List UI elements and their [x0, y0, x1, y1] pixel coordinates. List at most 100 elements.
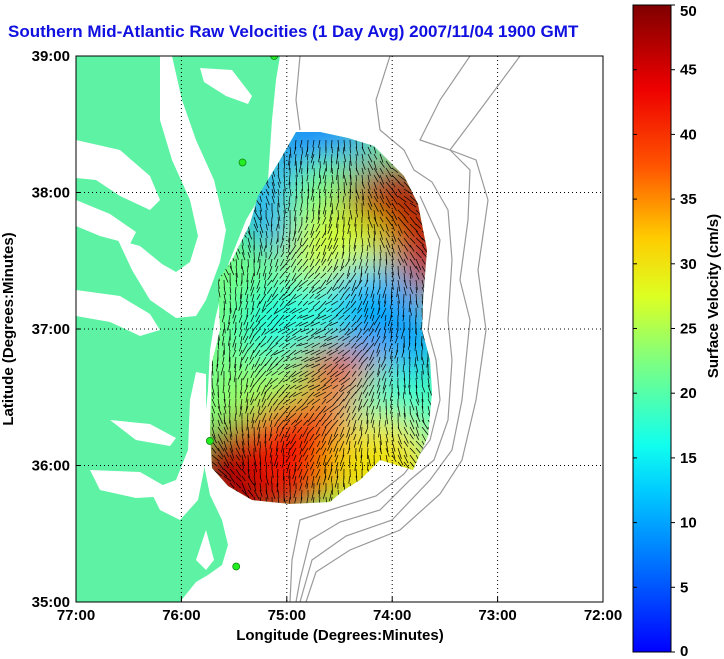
velocity-arrow [385, 244, 391, 256]
velocity-arrow [313, 167, 315, 176]
velocity-arrow [403, 251, 408, 260]
velocity-arrow [350, 293, 357, 304]
velocity-arrow [287, 244, 291, 253]
velocity-arrow [265, 468, 267, 478]
velocity-arrow [302, 426, 309, 438]
velocity-arrow [426, 356, 429, 368]
velocity-arrow [357, 307, 363, 314]
velocity-arrow [343, 139, 346, 152]
velocity-arrow [305, 363, 315, 368]
velocity-arrow [346, 405, 351, 413]
velocity-arrow [276, 426, 279, 434]
velocity-arrow [226, 321, 231, 331]
velocity-arrow [288, 447, 291, 456]
velocity-arrow [249, 405, 255, 415]
velocity-arrow [321, 398, 327, 405]
velocity-arrow [408, 349, 411, 359]
velocity-arrow [385, 405, 387, 415]
velocity-arrow [259, 440, 261, 449]
velocity-arrow [325, 160, 327, 172]
velocity-arrow [407, 342, 411, 350]
velocity-arrow [277, 489, 280, 498]
velocity-arrow [409, 223, 419, 232]
velocity-arrow [250, 314, 255, 322]
velocity-arrow [382, 384, 387, 394]
velocity-arrow [322, 167, 327, 179]
velocity-arrow [382, 377, 387, 390]
velocity-arrow [337, 139, 340, 152]
velocity-arrow [227, 335, 231, 346]
velocity-arrow [409, 216, 417, 226]
velocity-arrow [402, 307, 405, 318]
velocity-arrow [309, 384, 321, 391]
velocity-arrow [367, 160, 374, 171]
velocity-arrow [298, 223, 303, 233]
velocity-arrow [217, 440, 225, 452]
velocity-arrow [382, 363, 387, 371]
velocity-arrow [315, 258, 321, 266]
velocity-arrow [311, 216, 315, 223]
velocity-arrow [235, 300, 237, 310]
velocity-arrow [295, 174, 298, 186]
velocity-arrow [403, 209, 410, 216]
velocity-arrow [402, 300, 405, 308]
velocity-arrow [211, 454, 220, 462]
velocity-arrow [355, 202, 358, 211]
velocity-arrow [317, 384, 327, 391]
velocity-arrow [289, 244, 297, 255]
velocity-arrow [259, 216, 262, 224]
velocity-arrow [318, 153, 321, 163]
velocity-arrow [245, 391, 249, 403]
velocity-arrow [397, 181, 405, 188]
velocity-arrow [362, 342, 369, 351]
velocity-arrow [373, 167, 381, 179]
velocity-arrow [415, 258, 422, 271]
velocity-arrow [397, 391, 400, 400]
velocity-arrow [217, 433, 224, 445]
velocity-arrow [325, 398, 333, 404]
velocity-arrow [333, 258, 339, 270]
velocity-arrow [299, 314, 309, 319]
velocity-arrow [371, 419, 375, 428]
velocity-arrow [223, 405, 227, 414]
velocity-arrow [346, 426, 351, 438]
velocity-arrow [273, 307, 279, 315]
velocity-arrow [301, 349, 309, 353]
velocity-arrow [352, 258, 357, 266]
velocity-arrow [241, 461, 245, 469]
velocity-arrow [359, 293, 363, 301]
velocity-arrow [378, 426, 381, 438]
velocity-arrow [309, 454, 315, 462]
velocity-arrow [248, 328, 255, 339]
velocity-arrow [319, 405, 327, 414]
velocity-arrow [373, 153, 378, 160]
velocity-arrow [246, 419, 249, 431]
velocity-arrow [373, 216, 379, 227]
velocity-arrow [351, 279, 357, 292]
velocity-arrow [331, 244, 339, 255]
velocity-arrow [294, 153, 297, 166]
velocity-arrow [351, 363, 357, 369]
velocity-arrow [385, 412, 389, 425]
velocity-arrow [388, 363, 393, 373]
velocity-arrow [260, 342, 267, 348]
velocity-arrow [379, 160, 385, 168]
velocity-arrow [289, 307, 297, 314]
velocity-arrow [332, 265, 339, 273]
velocity-arrow [301, 356, 309, 362]
velocity-arrow [234, 412, 237, 421]
velocity-arrow [348, 335, 357, 343]
velocity-arrow [304, 223, 309, 231]
velocity-arrow [217, 412, 223, 424]
velocity-arrow [223, 433, 229, 443]
velocity-arrow [294, 384, 303, 390]
velocity-arrow [355, 230, 357, 238]
velocity-arrow [385, 195, 392, 206]
velocity-arrow [271, 195, 275, 204]
velocity-arrow [304, 321, 315, 328]
velocity-arrow [328, 216, 333, 229]
velocity-arrow [263, 286, 267, 295]
velocity-arrow [308, 307, 315, 313]
velocity-arrow [232, 314, 237, 324]
velocity-arrow [299, 139, 303, 148]
